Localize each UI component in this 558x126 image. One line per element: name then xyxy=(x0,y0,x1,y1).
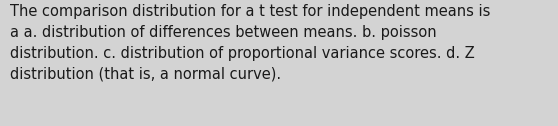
Text: The comparison distribution for a t test for independent means is
a a. distribut: The comparison distribution for a t test… xyxy=(10,4,490,82)
